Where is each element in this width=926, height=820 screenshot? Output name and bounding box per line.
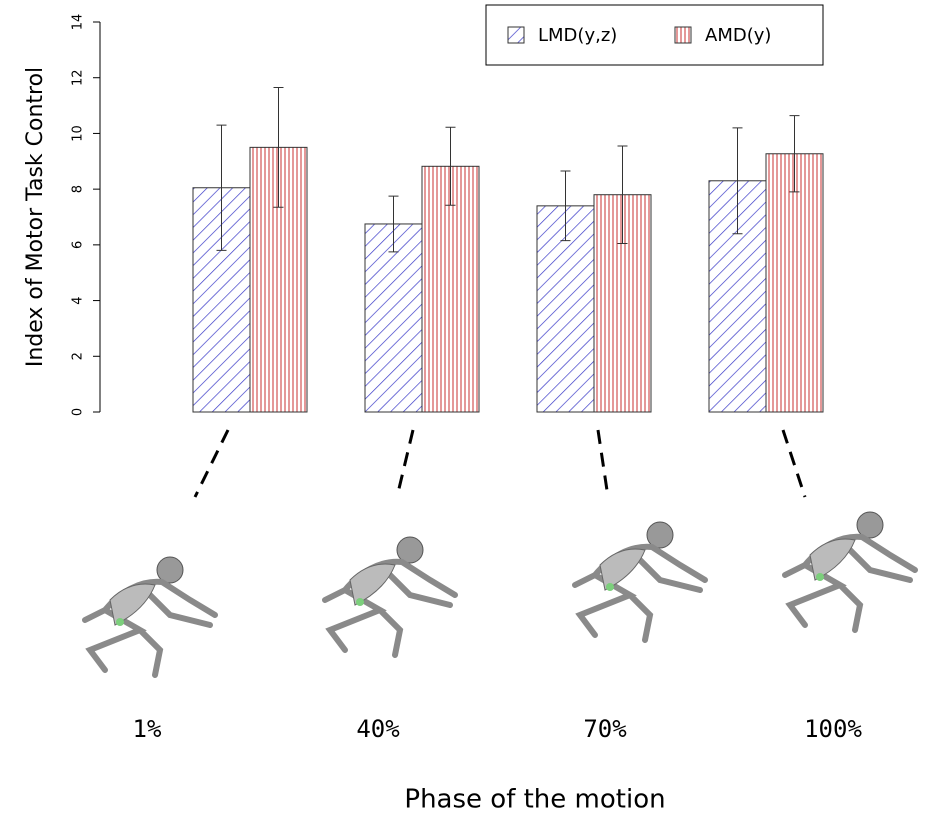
error-bar (732, 127, 743, 235)
bar (765, 153, 824, 413)
y-tick-label: 10 (71, 125, 86, 142)
bar (421, 165, 480, 413)
y-tick-label: 8 (71, 185, 86, 193)
x-axis-label: Phase of the motion (404, 785, 665, 815)
error-bar (445, 126, 456, 206)
error-bar (617, 145, 628, 244)
y-tick-label: 12 (71, 69, 86, 86)
x-tick-label: 100% (804, 715, 862, 743)
connector (596, 429, 610, 498)
error-bar (560, 170, 571, 242)
error-bar (388, 195, 399, 253)
y-tick-label: 2 (71, 352, 86, 360)
x-tick-label: 70% (583, 715, 627, 743)
y-tick-label: 0 (71, 408, 86, 416)
connector (395, 429, 415, 498)
connector (781, 429, 807, 498)
error-bar (273, 86, 284, 208)
x-tick-label: 1% (133, 715, 162, 743)
legend-swatch (674, 26, 692, 44)
error-bar (789, 115, 800, 193)
y-axis-label: Index of Motor Task Control (23, 67, 48, 367)
skeleton-illustrations (85, 512, 915, 675)
error-bar (216, 124, 227, 251)
legend-label: AMD(y) (705, 25, 771, 46)
bar (364, 223, 423, 413)
y-tick-label: 6 (71, 241, 86, 249)
y-tick-label: 14 (71, 14, 86, 31)
connector (193, 429, 230, 498)
legend-box (485, 4, 824, 66)
x-tick-label: 40% (356, 715, 400, 743)
legend-swatch (507, 26, 525, 44)
legend-label: LMD(y,z) (538, 25, 617, 46)
y-tick-label: 4 (71, 296, 86, 304)
